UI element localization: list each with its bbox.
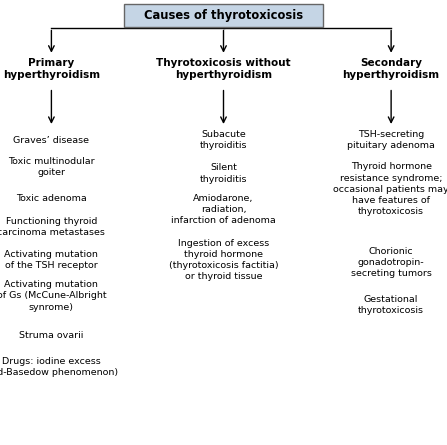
Text: TSH-secreting
pituitary adenoma: TSH-secreting pituitary adenoma: [347, 130, 435, 150]
Text: Causes of thyrotoxicosis: Causes of thyrotoxicosis: [144, 9, 303, 22]
Text: Toxic multinodular
goiter: Toxic multinodular goiter: [8, 157, 95, 177]
Text: Thyrotoxicosis without
hyperthyroidism: Thyrotoxicosis without hyperthyroidism: [156, 58, 291, 80]
Text: Secondary
hyperthyroidism: Secondary hyperthyroidism: [342, 58, 440, 80]
Text: Ingestion of excess
thyroid hormone
(thyrotoxicosis factitia)
or thyroid tissue: Ingestion of excess thyroid hormone (thy…: [169, 239, 278, 282]
Text: Thyroid hormone
resistance syndrome;
occasional patients may
have features of
th: Thyroid hormone resistance syndrome; occ…: [333, 162, 447, 216]
Text: Toxic adenoma: Toxic adenoma: [16, 194, 87, 202]
Text: Chorionic
gonadotropin-
secreting tumors: Chorionic gonadotropin- secreting tumors: [351, 247, 431, 278]
Text: Struma ovarii: Struma ovarii: [19, 332, 84, 340]
Text: Primary
hyperthyroidism: Primary hyperthyroidism: [3, 58, 100, 80]
Text: Drugs: iodine excess
(Jod-Basedow phenomenon): Drugs: iodine excess (Jod-Basedow phenom…: [0, 357, 118, 377]
Text: Amiodarone,
radiation,
infarction of adenoma: Amiodarone, radiation, infarction of ade…: [171, 194, 276, 225]
Text: Activating mutation
of Gs (McCune-Albright
synrome): Activating mutation of Gs (McCune-Albrig…: [0, 280, 106, 312]
Text: Graves’ disease: Graves’ disease: [13, 136, 89, 145]
FancyBboxPatch shape: [124, 4, 323, 27]
Text: Functioning thyroid
carcinoma metastases: Functioning thyroid carcinoma metastases: [0, 217, 105, 237]
Text: Activating mutation
of the TSH receptor: Activating mutation of the TSH receptor: [4, 250, 98, 271]
Text: Subacute
thyroiditis: Subacute thyroiditis: [200, 130, 247, 150]
Text: Silent
thyroiditis: Silent thyroiditis: [200, 163, 247, 184]
Text: Gestational
thyrotoxicosis: Gestational thyrotoxicosis: [358, 295, 424, 315]
